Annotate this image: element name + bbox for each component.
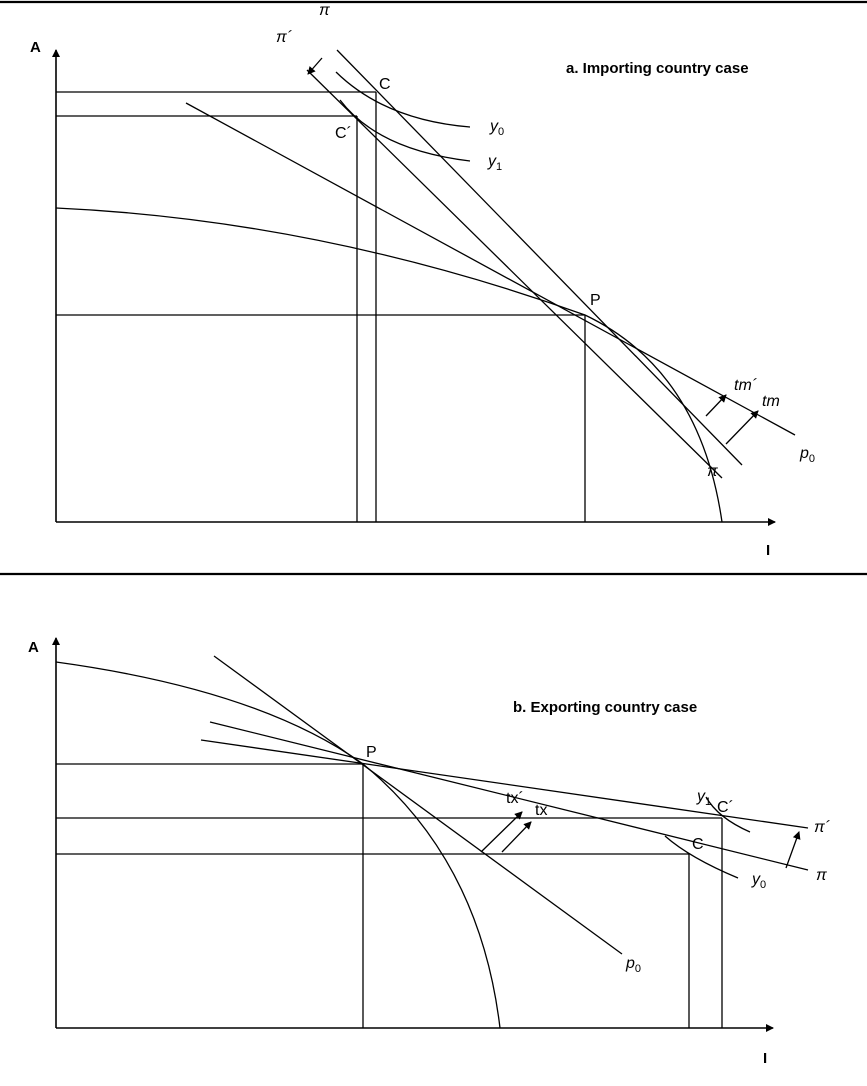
panel-b-axis-y-label: A bbox=[28, 639, 39, 656]
panel-b-indifference-curve-y0 bbox=[664, 835, 739, 879]
panel-a-label-y0: y0 bbox=[489, 118, 504, 138]
panel-a-ppf-curve bbox=[55, 207, 723, 523]
panel-a-arrow-tm bbox=[725, 410, 759, 445]
panel-a-world-price-line-pi bbox=[336, 49, 743, 466]
panel-a-arrow-tm-prime bbox=[705, 394, 727, 417]
panel-b-ppf-curve bbox=[55, 661, 501, 1029]
panel-a-label-tm-prime: tm´ bbox=[734, 377, 758, 394]
panel-a-title: a. Importing country case bbox=[566, 60, 749, 77]
panel-a-axis-x-label: I bbox=[766, 542, 770, 559]
panel-a-importing: A I a. Importing country case π π´ C C´ … bbox=[30, 2, 815, 559]
panel-a-label-pi-prime-top: π´ bbox=[276, 29, 293, 46]
panel-a-indifference-curve-y0 bbox=[335, 71, 471, 128]
panel-b-arrow-tx-prime bbox=[480, 811, 523, 853]
panel-a-label-p: P bbox=[590, 292, 601, 309]
panel-b-title: b. Exporting country case bbox=[513, 699, 697, 716]
panel-b-label-p0: p0 bbox=[625, 955, 641, 975]
panel-a-indifference-curve-y1 bbox=[339, 99, 471, 162]
panel-b-exporting: A I b. Exporting country case P tx´ tx y… bbox=[28, 637, 831, 1067]
panel-a-world-price-line-pi-prime bbox=[306, 69, 723, 479]
panel-a-label-c: C bbox=[379, 76, 391, 93]
panel-a-label-y1: y1 bbox=[487, 153, 502, 173]
panel-b-world-price-line-pi bbox=[209, 721, 809, 871]
panel-b-indifference-curve-y1 bbox=[705, 796, 751, 833]
panel-a-shift-arrow-pi bbox=[307, 57, 323, 75]
panel-b-label-y1: y1 bbox=[696, 788, 711, 808]
panel-b-label-c: C bbox=[692, 836, 704, 853]
panel-b-label-pi-prime: π´ bbox=[814, 819, 831, 836]
panel-a-label-tm: tm bbox=[762, 393, 780, 410]
panel-b-label-p: P bbox=[366, 744, 377, 761]
panel-a-domestic-price-line-p0 bbox=[185, 102, 796, 436]
panel-b-label-tx: tx bbox=[535, 802, 547, 819]
panel-b-label-tx-prime: tx´ bbox=[506, 790, 524, 807]
panel-b-arrow-tx bbox=[501, 821, 532, 853]
panel-b-label-c-prime: C´ bbox=[717, 799, 734, 816]
panel-b-world-price-line-pi-prime bbox=[200, 739, 809, 829]
panel-b-label-pi: π bbox=[816, 867, 827, 884]
panel-a-label-p0: p0 bbox=[799, 445, 815, 465]
panel-b-shift-arrow-pi bbox=[785, 831, 801, 869]
panel-a-label-pi-bottom: π bbox=[707, 463, 718, 480]
panel-a-label-pi-top: π bbox=[319, 2, 330, 19]
panel-b-axis-x-label: I bbox=[763, 1050, 767, 1067]
panel-b-domestic-price-line-p0 bbox=[213, 655, 623, 955]
panel-a-label-c-prime: C´ bbox=[335, 125, 352, 142]
panel-a-axis-y-label: A bbox=[30, 39, 41, 56]
panel-b-label-y0: y0 bbox=[751, 871, 766, 891]
